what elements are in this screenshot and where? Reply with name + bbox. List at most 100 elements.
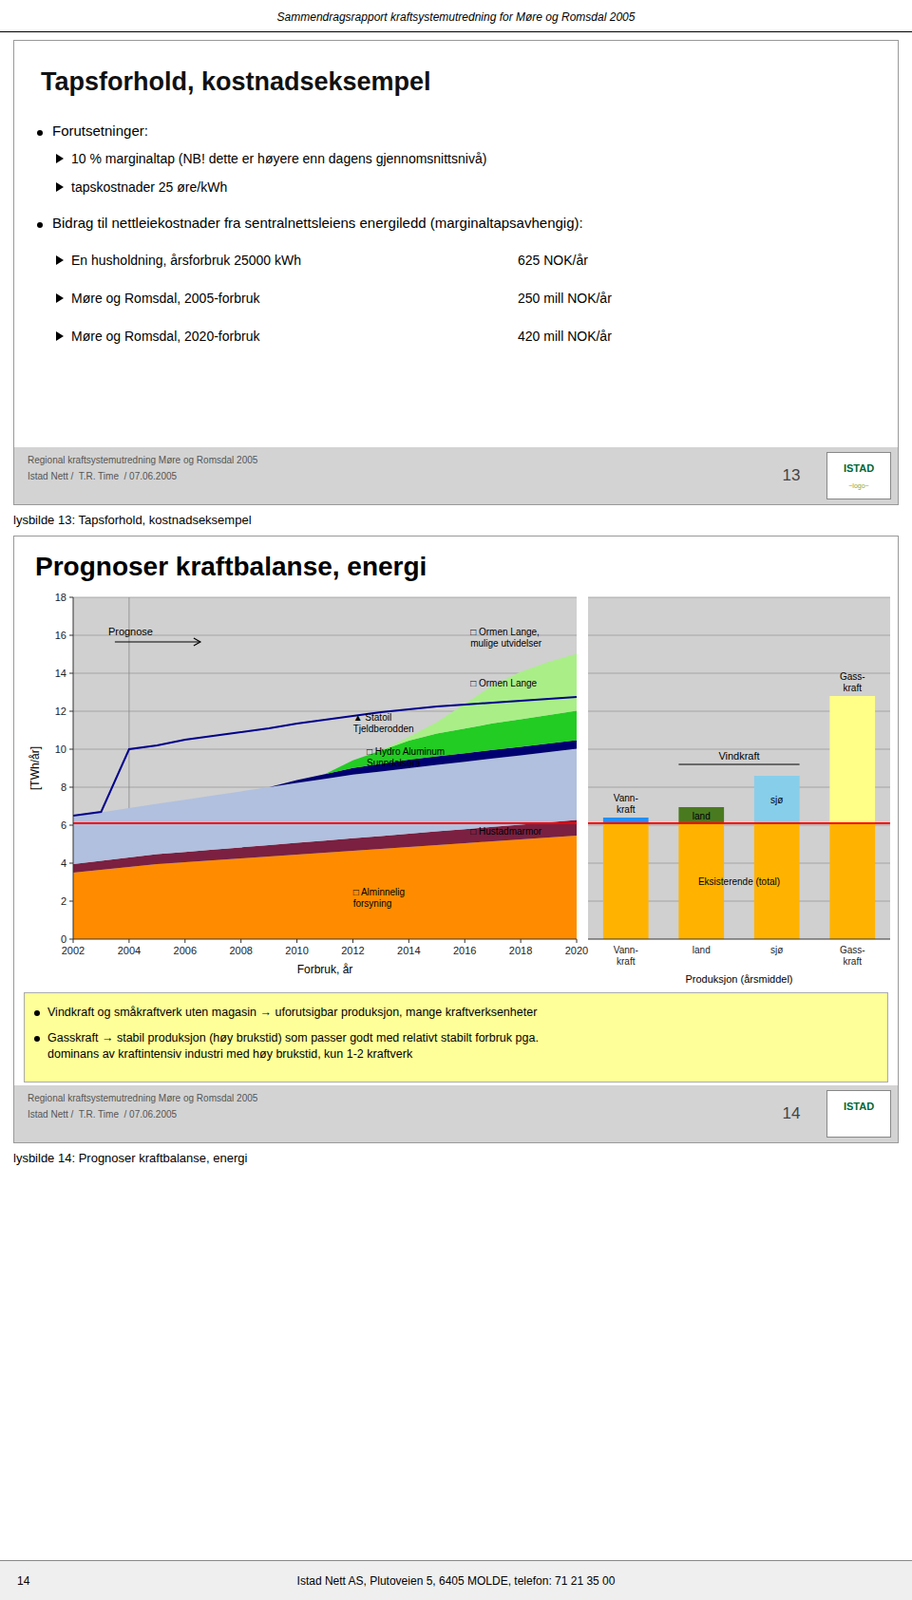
- text-line: Gass-: [839, 945, 866, 956]
- plot-marks: [73, 654, 577, 940]
- sub-bullet-text: 10 % marginaltap (NB! dette er høyere en…: [71, 151, 487, 167]
- page: Sammendragsrapport kraftsystemutredning …: [0, 0, 912, 1600]
- bar-label: land: [692, 811, 711, 822]
- logo-subtext: ~logo~: [827, 482, 891, 490]
- sub-bullet-marker: [56, 331, 64, 342]
- logo-text: ISTAD: [827, 1101, 891, 1113]
- caption: lysbilde 14: Prognoser kraftbalanse, ene…: [13, 1151, 247, 1166]
- text-line: Vann-: [613, 945, 639, 956]
- y-tick: [69, 863, 74, 865]
- footer-text: Regional kraftsystemutredning Møre og Ro…: [27, 1093, 258, 1104]
- text-line: kraft: [616, 804, 636, 816]
- logo-box: ISTAD: [826, 1090, 892, 1139]
- footer-text: Regional kraftsystemutredning Møre og Ro…: [27, 455, 258, 466]
- bullet-text: Forutsetninger:: [52, 122, 149, 139]
- x-tick-label: 2002: [61, 945, 85, 957]
- x-tick-label: land: [692, 945, 711, 956]
- footer-text: Istad Nett / T.R. Time / 07.06.2005: [27, 471, 177, 482]
- y-tick: [69, 597, 74, 599]
- x-tick: [520, 939, 522, 944]
- sub-bullet-text: Møre og Romsdal, 2005-forbruk: [71, 290, 260, 306]
- y-tick-label: 14: [55, 667, 67, 680]
- y-tick: [69, 901, 74, 903]
- x-tick: [184, 939, 186, 944]
- bar-label: Gass-kraft: [839, 671, 866, 694]
- text-line: □ Ormen Lange: [470, 678, 537, 689]
- bullet-marker: [37, 222, 43, 228]
- text-line: Sunndalsøra: [366, 758, 421, 769]
- bar-segment: [829, 823, 875, 940]
- plot-background: [588, 597, 891, 940]
- text-line: forsyning: [353, 898, 393, 910]
- page-header: Sammendragsrapport kraftsystemutredning …: [0, 1, 912, 33]
- y-tick-label: 4: [60, 857, 67, 870]
- grid-line: [73, 673, 577, 675]
- area-chart: 2002200420062008201020122014201620182020…: [28, 591, 589, 977]
- bar-segment: [603, 823, 649, 940]
- sub-bullet-marker: [56, 153, 64, 164]
- bar-segment: [829, 696, 875, 824]
- x-axis-label: Forbruk, år: [297, 963, 354, 977]
- series-label: □ Hustadmarmor: [470, 826, 543, 837]
- x-tick: [73, 939, 75, 944]
- x-tick-label: 2014: [397, 945, 420, 957]
- group-bracket: [678, 764, 799, 766]
- x-tick-label: Gass-kraft: [839, 945, 866, 968]
- x-tick-label: 2006: [173, 945, 197, 957]
- y-tick: [69, 787, 74, 789]
- bottom-text: 14: [17, 1575, 30, 1589]
- text-line: Tjeldberodden: [353, 723, 415, 735]
- text-line: kraft: [616, 956, 636, 968]
- x-axis-label: Produksjon (årsmiddel): [684, 973, 793, 986]
- bar-label: Vann-kraft: [613, 793, 639, 816]
- text-line: ▲ Statoil: [353, 712, 392, 723]
- sub-bullet-marker: [56, 293, 64, 304]
- x-tick: [240, 939, 242, 944]
- y-tick-label: 18: [55, 591, 67, 604]
- note-text: Vindkraft og småkraftverk uten magasin →…: [47, 1005, 537, 1022]
- x-tick: [128, 939, 130, 944]
- area-series: [73, 654, 577, 817]
- text-line: sjø: [770, 945, 783, 956]
- y-tick-label: 2: [60, 895, 67, 908]
- bar-chart: Vann-kraft land sjø Gass-kraft Produksjon (å…: [588, 597, 891, 986]
- page-title: Sammendragsrapport kraftsystemutredning …: [277, 10, 636, 24]
- logo-box: ISTAD~logo~: [826, 452, 892, 500]
- sub-bullet-amount: 625 NOK/år: [517, 252, 589, 268]
- x-tick-label: 2016: [453, 945, 476, 957]
- y-tick: [69, 825, 74, 827]
- x-tick: [464, 939, 466, 944]
- x-tick-label: 2004: [117, 945, 141, 957]
- y-tick: [69, 939, 74, 941]
- area-series: [73, 711, 577, 817]
- text-line: Vann-: [613, 793, 639, 804]
- y-axis: [73, 597, 75, 940]
- grid-line: [73, 597, 577, 599]
- text-line: □ Ormen Lange,: [470, 627, 540, 638]
- bullet-text: Bidrag til nettleiekostnader fra sentral…: [52, 214, 584, 231]
- y-tick: [69, 749, 74, 751]
- text-line: kraft: [843, 683, 863, 694]
- bar-segment: [603, 817, 649, 824]
- group-label: Vindkraft: [718, 750, 760, 762]
- text-line: mulige utvidelser: [470, 638, 543, 649]
- bullet-marker: [37, 130, 43, 136]
- y-tick: [69, 711, 74, 713]
- x-axis: [588, 939, 891, 941]
- y-tick-label: 0: [60, 933, 67, 946]
- sub-bullet-marker: [56, 255, 64, 266]
- slide-footer: Regional kraftsystemutredning Møre og Ro…: [14, 1085, 898, 1143]
- plot-background: [73, 597, 577, 940]
- grid-line: [588, 597, 891, 599]
- text-line: land: [692, 945, 711, 956]
- sub-bullet-text: tapskostnader 25 øre/kWh: [71, 179, 228, 195]
- footer-text: Istad Nett / T.R. Time / 07.06.2005: [27, 1109, 177, 1121]
- bottom-bar: 14 Istad Nett AS, Plutoveien 5, 6405 MOLD…: [0, 1560, 912, 1600]
- sub-bullet-amount: 250 mill NOK/år: [517, 290, 612, 306]
- bullet-marker: [34, 1010, 40, 1017]
- bottom-text: Istad Nett AS, Plutoveien 5, 6405 MOLDE,…: [297, 1575, 616, 1589]
- bar-segment: [678, 807, 724, 824]
- series-label: □ Hydro AluminumSunndalsøra: [366, 746, 445, 769]
- area-series: [73, 749, 577, 865]
- note-text: Gasskraft → stabil produksjon (høy bruks…: [47, 1030, 539, 1064]
